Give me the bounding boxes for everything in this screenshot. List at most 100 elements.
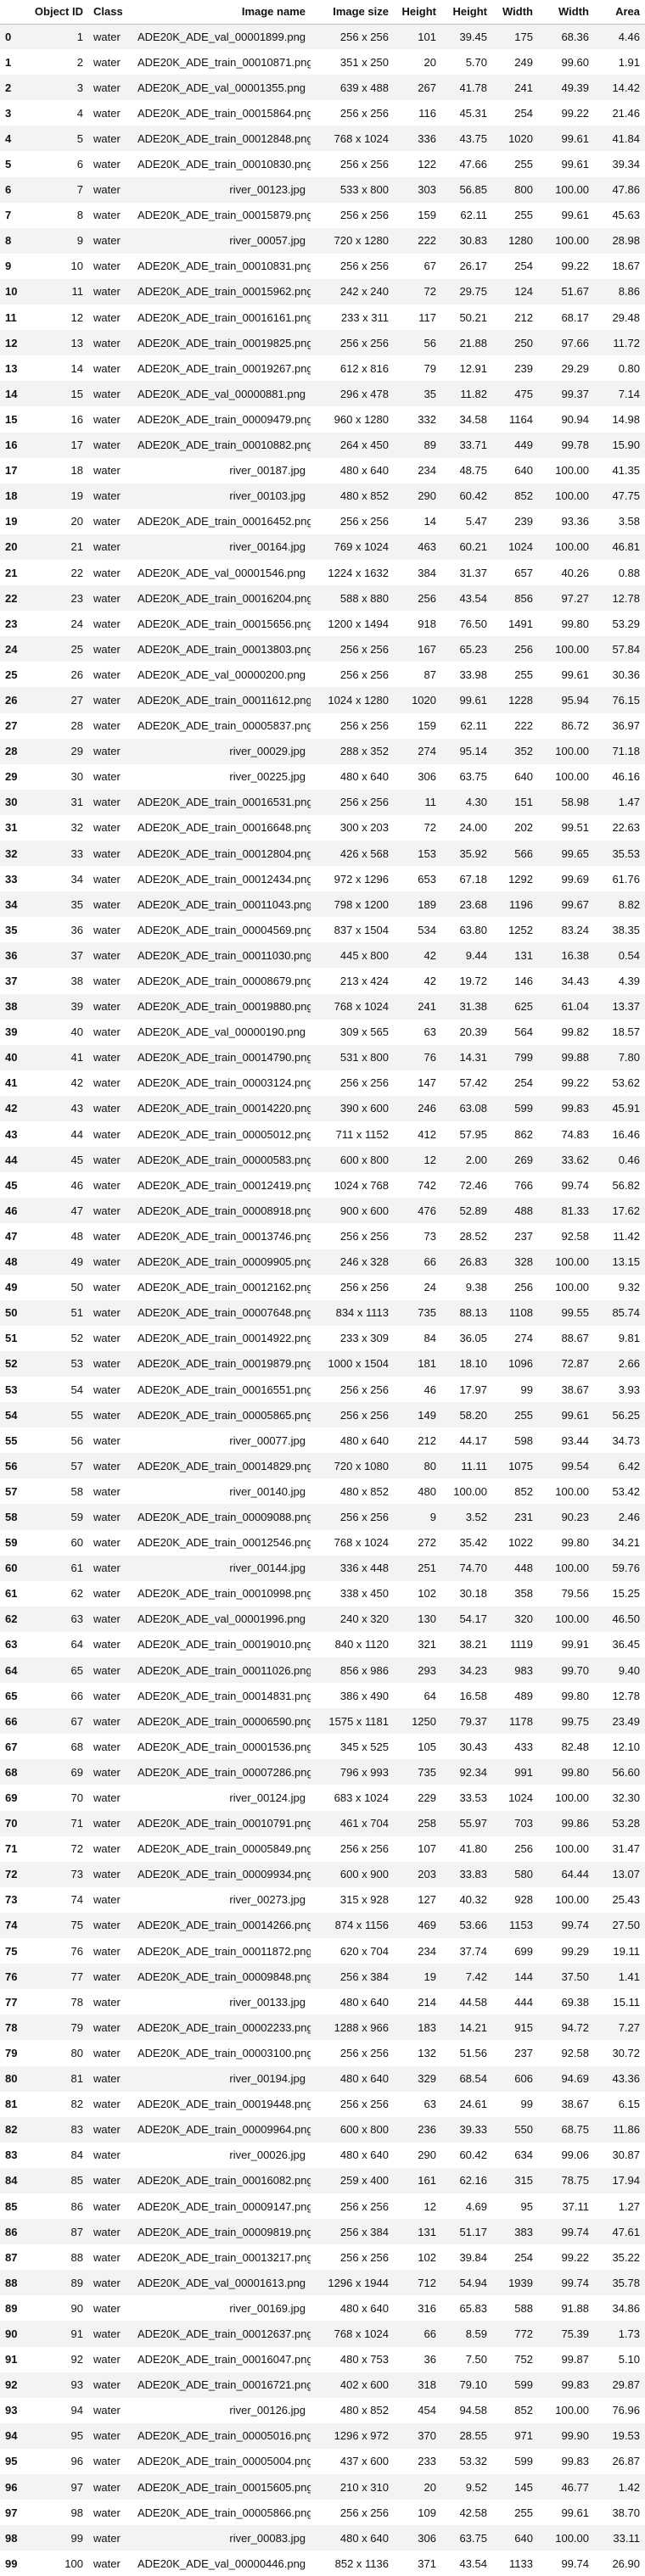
area-cell: 23.49 bbox=[612, 1714, 640, 1728]
height-px-cell: 241 bbox=[418, 1000, 436, 1014]
image-name-cell: ADE20K_ADE_val_00001996.png bbox=[137, 1612, 306, 1626]
area-cell: 12.78 bbox=[612, 1689, 640, 1702]
height-px-cell: 212 bbox=[418, 1433, 436, 1447]
table-row: 68 69 water ADE20K_ADE_train_00007286.png 79… bbox=[0, 1759, 645, 1785]
table-row: 35 36 water ADE20K_ADE_train_00004569.png 83… bbox=[0, 917, 645, 942]
width-px-cell: 256 bbox=[514, 642, 533, 656]
row-index: 48 bbox=[5, 1255, 18, 1269]
height-px-cell: 303 bbox=[418, 183, 436, 197]
object-id-cell: 7 bbox=[76, 183, 83, 197]
object-id-cell: 16 bbox=[70, 412, 83, 426]
width-px-cell: 249 bbox=[514, 55, 533, 69]
row-index: 91 bbox=[5, 2353, 18, 2366]
area-cell: 31.47 bbox=[612, 1842, 640, 1856]
height-px-cell: 20 bbox=[423, 2480, 436, 2494]
width-pct-cell: 99.60 bbox=[561, 55, 589, 69]
image-name-cell: ADE20K_ADE_val_00001613.png bbox=[137, 2276, 306, 2289]
image-name-cell: ADE20K_ADE_train_00019879.png bbox=[137, 1357, 311, 1371]
width-px-cell: 144 bbox=[514, 1970, 533, 1983]
width-pct-cell: 46.77 bbox=[561, 2480, 589, 2494]
height-px-cell: 84 bbox=[423, 1332, 436, 1345]
row-index: 49 bbox=[5, 1281, 18, 1294]
class-cell: water bbox=[93, 1459, 121, 1472]
height-px-cell: 272 bbox=[418, 1536, 436, 1550]
row-index: 0 bbox=[5, 30, 12, 43]
object-id-cell: 43 bbox=[70, 1102, 83, 1115]
row-index: 61 bbox=[5, 1587, 18, 1601]
object-id-cell: 98 bbox=[70, 2506, 83, 2519]
row-index: 27 bbox=[5, 719, 18, 733]
width-px-cell: 606 bbox=[514, 2072, 533, 2086]
width-px-cell: 566 bbox=[514, 847, 533, 860]
height-pct-cell: 43.54 bbox=[459, 591, 487, 605]
class-cell: water bbox=[93, 1944, 121, 1958]
height-pct-cell: 94.58 bbox=[459, 2404, 487, 2417]
row-index: 99 bbox=[5, 2556, 18, 2570]
object-id-cell: 66 bbox=[70, 1689, 83, 1702]
row-index: 77 bbox=[5, 1995, 18, 2009]
image-name-header: Image name bbox=[132, 0, 311, 25]
image-size-cell: 309 x 565 bbox=[339, 1025, 389, 1039]
area-cell: 47.61 bbox=[612, 2225, 640, 2238]
class-cell: water bbox=[93, 2199, 121, 2213]
table-row: 24 25 water ADE20K_ADE_train_00013803.png 25… bbox=[0, 636, 645, 662]
object-id-cell: 19 bbox=[70, 489, 83, 503]
object-id-cell: 40 bbox=[70, 1025, 83, 1039]
table-row: 63 64 water ADE20K_ADE_train_00019010.png 84… bbox=[0, 1632, 645, 1657]
image-size-cell: 1024 x 768 bbox=[334, 1178, 389, 1192]
table-row: 72 73 water ADE20K_ADE_train_00009934.png 60… bbox=[0, 1861, 645, 1887]
image-size-cell: 461 x 704 bbox=[339, 1817, 389, 1830]
height-pct-cell: 62.11 bbox=[460, 719, 487, 733]
area-cell: 12.10 bbox=[612, 1740, 640, 1753]
image-size-cell: 531 x 800 bbox=[339, 1051, 389, 1064]
width-pct-cell: 99.61 bbox=[561, 158, 589, 171]
class-cell: water bbox=[93, 1919, 121, 1932]
height-px-cell: 46 bbox=[423, 1383, 436, 1396]
row-index: 83 bbox=[5, 2149, 18, 2162]
image-name-cell: ADE20K_ADE_train_00013803.png bbox=[137, 642, 311, 656]
height-pct-cell: 95.14 bbox=[459, 745, 487, 758]
object-id-cell: 79 bbox=[70, 2020, 83, 2034]
area-cell: 4.39 bbox=[618, 975, 640, 988]
class-cell: water bbox=[93, 1842, 121, 1856]
table-row: 60 61 water river_00144.jpg 336 x 448 251 74.7… bbox=[0, 1555, 645, 1581]
image-name-cell: ADE20K_ADE_train_00005837.png bbox=[137, 719, 311, 733]
row-index: 74 bbox=[5, 1919, 18, 1932]
image-name-cell: ADE20K_ADE_val_00001355.png bbox=[137, 81, 306, 94]
class-cell: water bbox=[93, 566, 121, 579]
height-px-cell: 181 bbox=[418, 1357, 436, 1371]
width-pct-cell: 99.69 bbox=[561, 872, 589, 886]
height-px-cell: 132 bbox=[418, 2046, 436, 2059]
width-px-cell: 799 bbox=[514, 1051, 533, 1064]
object-id-cell: 88 bbox=[70, 2250, 83, 2264]
image-size-cell: 213 x 424 bbox=[339, 975, 389, 988]
image-name-cell: ADE20K_ADE_train_00016047.png bbox=[137, 2353, 311, 2366]
area-cell: 0.80 bbox=[618, 361, 640, 375]
area-cell: 35.53 bbox=[612, 847, 640, 860]
area-cell: 38.35 bbox=[612, 923, 640, 936]
object-id-cell: 47 bbox=[70, 1204, 83, 1217]
table-row: 8 9 water river_00057.jpg 720 x 1280 222 30.83… bbox=[0, 227, 645, 254]
height-pct-cell: 8.59 bbox=[465, 2327, 487, 2340]
image-name-cell: ADE20K_ADE_train_00013217.png bbox=[137, 2250, 311, 2264]
object-id-cell: 70 bbox=[70, 1791, 83, 1805]
width-pct-cell: 83.24 bbox=[561, 923, 589, 936]
table-row: 17 18 water river_00187.jpg 480 x 640 234 48.7… bbox=[0, 458, 645, 483]
object-id-cell: 3 bbox=[76, 81, 83, 94]
class-cell: water bbox=[93, 2250, 121, 2264]
width-pct-cell: 99.80 bbox=[561, 1765, 589, 1779]
image-size-cell: 256 x 256 bbox=[339, 719, 389, 733]
area-cell: 14.42 bbox=[612, 81, 640, 94]
row-index: 67 bbox=[5, 1740, 18, 1753]
table-row: 40 41 water ADE20K_ADE_train_00014790.png 53… bbox=[0, 1044, 645, 1070]
image-size-cell: 1575 x 1181 bbox=[328, 1714, 389, 1728]
height-pct-cell: 30.43 bbox=[459, 1740, 487, 1753]
width-px-cell: 1119 bbox=[510, 1638, 533, 1651]
height-pct-cell: 63.75 bbox=[459, 770, 487, 784]
width-px-cell: 175 bbox=[514, 30, 533, 43]
object-id-cell: 52 bbox=[70, 1332, 83, 1345]
row-index: 59 bbox=[5, 1536, 18, 1550]
width-pct-cell: 94.69 bbox=[561, 2072, 589, 2086]
width-px-cell: 489 bbox=[514, 1689, 533, 1702]
object-id-cell: 65 bbox=[70, 1663, 83, 1677]
